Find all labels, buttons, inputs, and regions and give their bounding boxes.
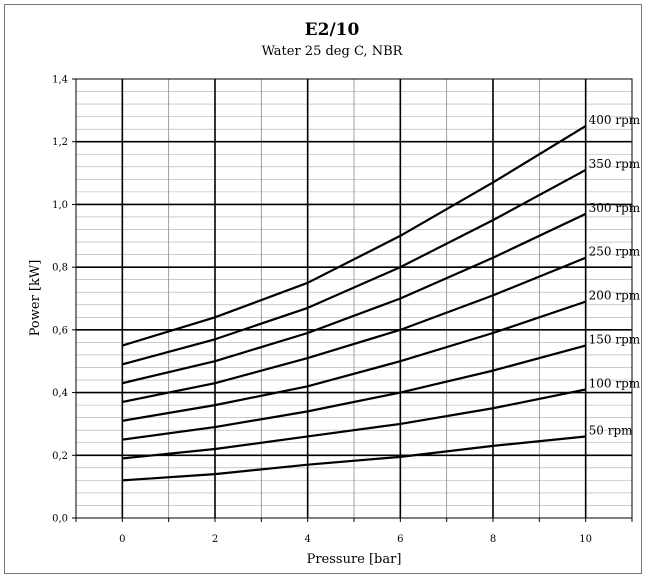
x-tick-label: 6 (397, 534, 403, 545)
chart-title: E2/10 (305, 20, 360, 40)
series-label: 50 rpm (589, 423, 634, 437)
series-label: 200 rpm (589, 289, 641, 303)
y-tick-label: 0,6 (52, 325, 68, 336)
series-label: 350 rpm (589, 157, 641, 171)
y-tick-label: 1,0 (52, 200, 68, 211)
series-line (122, 300, 587, 422)
x-tick-label: 8 (490, 534, 496, 545)
x-tick-label: 4 (304, 534, 310, 545)
series-label: 100 rpm (589, 376, 641, 390)
series-label: 400 rpm (589, 113, 641, 127)
series-line (122, 212, 587, 385)
series-lines (122, 125, 587, 482)
series-line (122, 125, 587, 347)
y-tick-label: 0,2 (52, 451, 68, 462)
y-tick-label: 0,8 (52, 263, 68, 274)
axis-ticks: 0,0 0,2 0,4 0,6 0,8 1,0 1,2 1,4 0 2 4 6 8 10 (52, 75, 633, 545)
series-line (122, 388, 586, 460)
y-axis-label: Power [kW] (28, 260, 43, 337)
series-line (122, 168, 587, 366)
minor-gridlines (75, 79, 633, 518)
series-line (122, 344, 586, 441)
x-axis-label: Pressure [bar] (307, 552, 402, 567)
x-tick-label: 0 (119, 534, 125, 545)
x-tick-label: 2 (212, 534, 218, 545)
series-line (122, 435, 586, 482)
series-label: 150 rpm (589, 333, 641, 347)
series-labels: 50 rpm 100 rpm 150 rpm 200 rpm 250 rpm 300 rp… (589, 113, 641, 437)
y-tick-label: 1,4 (52, 75, 68, 86)
y-tick-label: 1,2 (52, 137, 68, 148)
y-tick-label: 0,4 (52, 388, 68, 399)
series-line (122, 256, 587, 404)
chart-frame (4, 4, 642, 574)
x-tick-label: 10 (579, 534, 592, 545)
y-tick-label: 0,0 (52, 514, 68, 525)
series-label: 300 rpm (589, 201, 641, 215)
chart-subtitle: Water 25 deg C, NBR (262, 44, 404, 59)
series-label: 250 rpm (589, 245, 641, 259)
